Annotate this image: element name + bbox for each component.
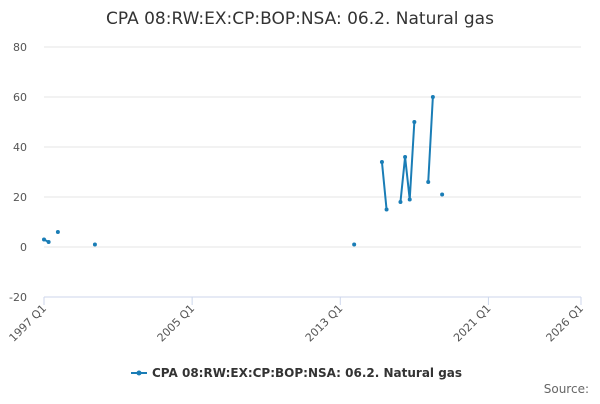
point xyxy=(352,242,357,247)
point xyxy=(440,192,445,197)
series-line xyxy=(44,97,442,242)
point xyxy=(92,242,97,247)
point xyxy=(42,237,46,242)
point xyxy=(430,95,435,99)
y-tick-label: 80 xyxy=(13,41,27,54)
x-tick-label: 1997 Q1 xyxy=(7,302,50,345)
point xyxy=(384,207,389,212)
point xyxy=(398,200,403,204)
point xyxy=(426,180,431,184)
point xyxy=(412,120,417,124)
legend-label: CPA 08:RW:EX:CP:BOP:NSA: 06.2. Natural g… xyxy=(152,366,462,380)
y-tick-label: 60 xyxy=(13,91,27,104)
legend-marker xyxy=(136,370,142,376)
x-tick-label: 2005 Q1 xyxy=(155,302,198,345)
x-tick-label: 2013 Q1 xyxy=(303,302,346,345)
point xyxy=(403,155,408,159)
y-tick-label: 40 xyxy=(13,141,27,154)
x-tick-label: 2021 Q1 xyxy=(451,302,494,345)
point xyxy=(55,230,60,234)
source-label: Source: xyxy=(544,382,589,396)
point xyxy=(379,160,384,164)
x-tick-label: 2026 Q1 xyxy=(544,302,587,345)
point xyxy=(46,240,51,244)
point xyxy=(407,197,412,202)
chart-title: CPA 08:RW:EX:CP:BOP:NSA: 06.2. Natural g… xyxy=(106,9,494,29)
y-tick-label: -20 xyxy=(9,291,27,304)
y-tick-label: 20 xyxy=(13,191,27,204)
y-tick-label: 0 xyxy=(20,241,27,254)
